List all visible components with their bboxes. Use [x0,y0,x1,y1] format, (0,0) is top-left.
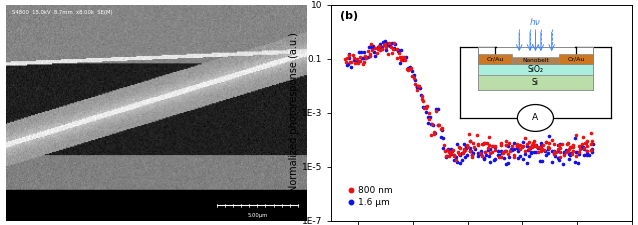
1.6 μm [343,64,351,67]
800 nm [588,140,595,142]
Legend: 800 nm, 1.6 μm: 800 nm, 1.6 μm [345,183,396,209]
1.6 μm [480,142,488,144]
800 nm [401,59,409,61]
1.6 μm [560,163,567,166]
800 nm [555,143,563,146]
800 nm [476,151,484,154]
1.6 μm [590,142,597,145]
Text: (a): (a) [12,204,30,214]
1.6 μm [556,143,564,145]
Line: 1.6 μm: 1.6 μm [346,40,594,165]
1.6 μm [567,146,575,148]
1.6 μm [418,94,426,96]
Bar [6,190,307,220]
Line: 800 nm: 800 nm [345,42,593,161]
800 nm [390,42,398,44]
Text: (b): (b) [340,11,358,21]
800 nm [343,57,350,60]
Text: S4800  15.0kV  8.7mm  x8.00k  SE(M): S4800 15.0kV 8.7mm x8.00k SE(M) [12,10,113,15]
800 nm [341,58,349,61]
800 nm [452,158,459,161]
1.6 μm [358,57,366,59]
800 nm [470,142,477,144]
Text: 5.00μm: 5.00μm [247,213,267,218]
800 nm [568,153,576,155]
1.6 μm [543,154,551,156]
1.6 μm [382,39,389,42]
Y-axis label: Normalized photoresponse (a.u.): Normalized photoresponse (a.u.) [289,33,299,192]
